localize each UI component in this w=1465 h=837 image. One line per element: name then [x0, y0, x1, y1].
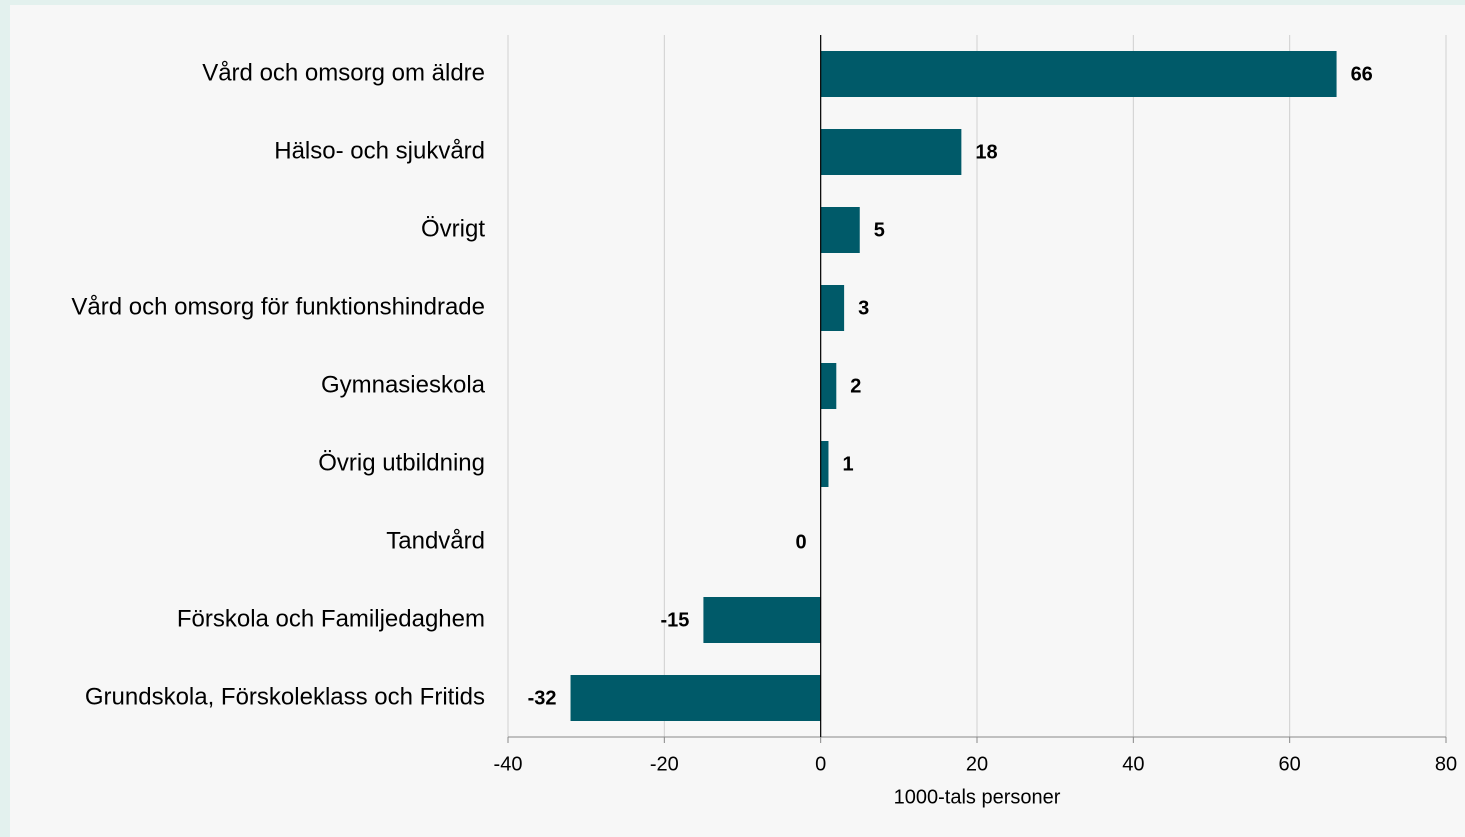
y-tick-label: Grundskola, Förskoleklass och Fritids — [85, 683, 485, 710]
y-tick-label: Förskola och Familjedaghem — [177, 605, 485, 632]
x-axis-label: 1000-tals personer — [894, 786, 1061, 808]
value-label: 3 — [858, 297, 869, 319]
x-tick-label: -40 — [494, 753, 523, 775]
x-tick-label: 20 — [966, 753, 988, 775]
bar — [820, 51, 1337, 97]
value-label: 18 — [975, 141, 997, 163]
bar — [820, 363, 837, 409]
value-label: 1 — [842, 453, 853, 475]
bar — [820, 207, 860, 253]
y-tick-label: Hälso- och sjukvård — [274, 137, 485, 164]
bar — [820, 285, 845, 331]
bar — [820, 441, 829, 487]
value-label: 0 — [796, 531, 807, 553]
value-label: 2 — [850, 375, 861, 397]
y-tick-label: Övrig utbildning — [318, 449, 485, 476]
x-tick-label: 60 — [1279, 753, 1301, 775]
y-tick-label: Övrigt — [421, 215, 485, 242]
y-tick-label: Tandvård — [386, 527, 485, 554]
bar — [820, 129, 962, 175]
y-tick-label: Gymnasieskola — [321, 371, 486, 398]
bar — [570, 675, 821, 721]
value-label: -15 — [661, 609, 690, 631]
y-tick-label: Vård och omsorg om äldre — [202, 59, 485, 86]
x-tick-label: 0 — [815, 753, 826, 775]
value-label: 5 — [874, 219, 885, 241]
bar — [703, 597, 821, 643]
x-tick-label: 80 — [1435, 753, 1457, 775]
value-label: 66 — [1351, 63, 1373, 85]
y-tick-label: Vård och omsorg för funktionshindrade — [71, 293, 485, 320]
x-tick-label: -20 — [650, 753, 679, 775]
value-label: -32 — [528, 687, 557, 709]
x-tick-label: 40 — [1122, 753, 1144, 775]
